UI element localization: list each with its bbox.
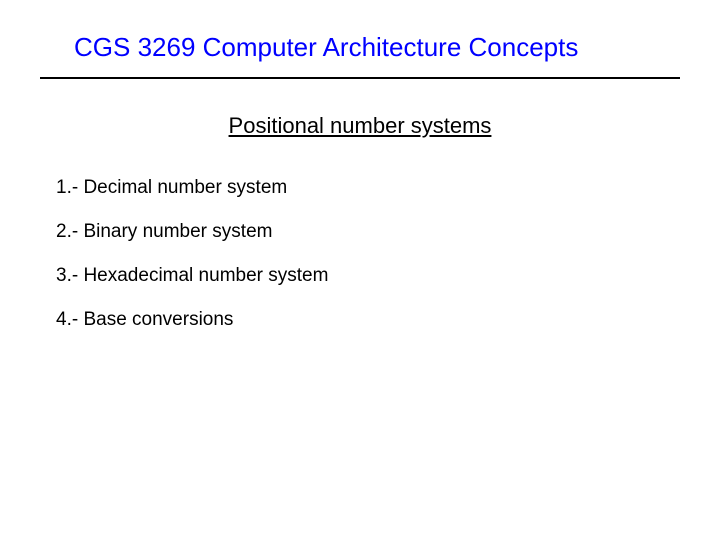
list-item: 2.- Binary number system	[56, 221, 720, 243]
slide-subtitle: Positional number systems	[0, 113, 720, 139]
slide-title: CGS 3269 Computer Architecture Concepts	[0, 0, 720, 63]
list-item: 3.- Hexadecimal number system	[56, 265, 720, 287]
topic-list: 1.- Decimal number system 2.- Binary num…	[56, 177, 720, 331]
list-item: 4.- Base conversions	[56, 309, 720, 331]
title-underline	[40, 77, 680, 79]
list-item: 1.- Decimal number system	[56, 177, 720, 199]
